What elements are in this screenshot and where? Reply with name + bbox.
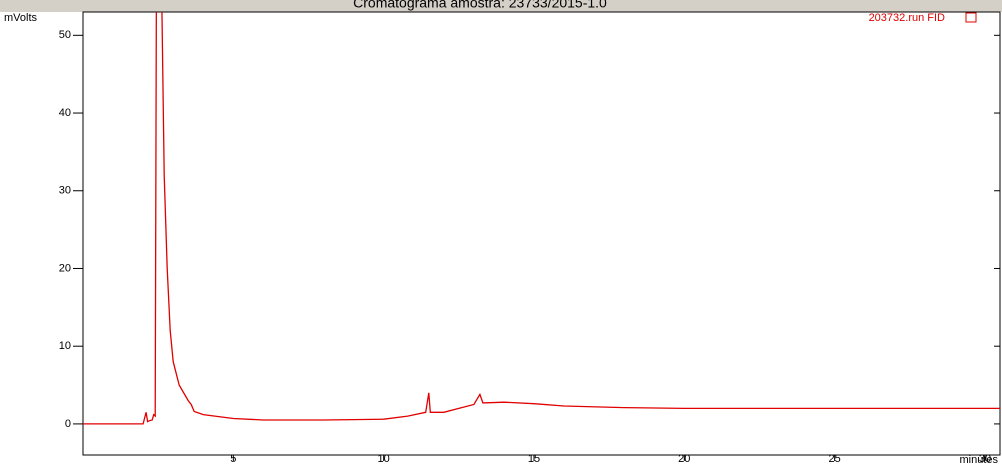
legend-entry: 203732.run FID <box>869 12 945 24</box>
x-axis-label: minutes <box>959 454 998 464</box>
x-tick-label: 25 <box>829 453 841 464</box>
chromatogram-line <box>83 12 1000 425</box>
plot-frame <box>82 11 1001 456</box>
y-tick-label: 50 <box>59 29 71 41</box>
y-tick-label: 20 <box>59 262 71 274</box>
title-bar <box>0 0 1002 12</box>
chart-title: Cromatograma amostra: 23733/2015-1.0 <box>353 0 607 11</box>
y-tick-label: 0 <box>65 418 71 430</box>
x-tick-label: 20 <box>678 453 690 464</box>
y-tick-label: 10 <box>59 340 71 352</box>
window-button[interactable] <box>965 12 977 23</box>
y-axis-label: mVolts <box>4 12 38 24</box>
x-tick-label: 15 <box>528 453 540 464</box>
x-tick-label: 5 <box>230 453 236 464</box>
x-tick-label: 10 <box>378 453 390 464</box>
y-tick-label: 30 <box>59 185 71 197</box>
y-tick-label: 40 <box>59 107 71 119</box>
x-tick-label: 30 <box>979 453 991 464</box>
